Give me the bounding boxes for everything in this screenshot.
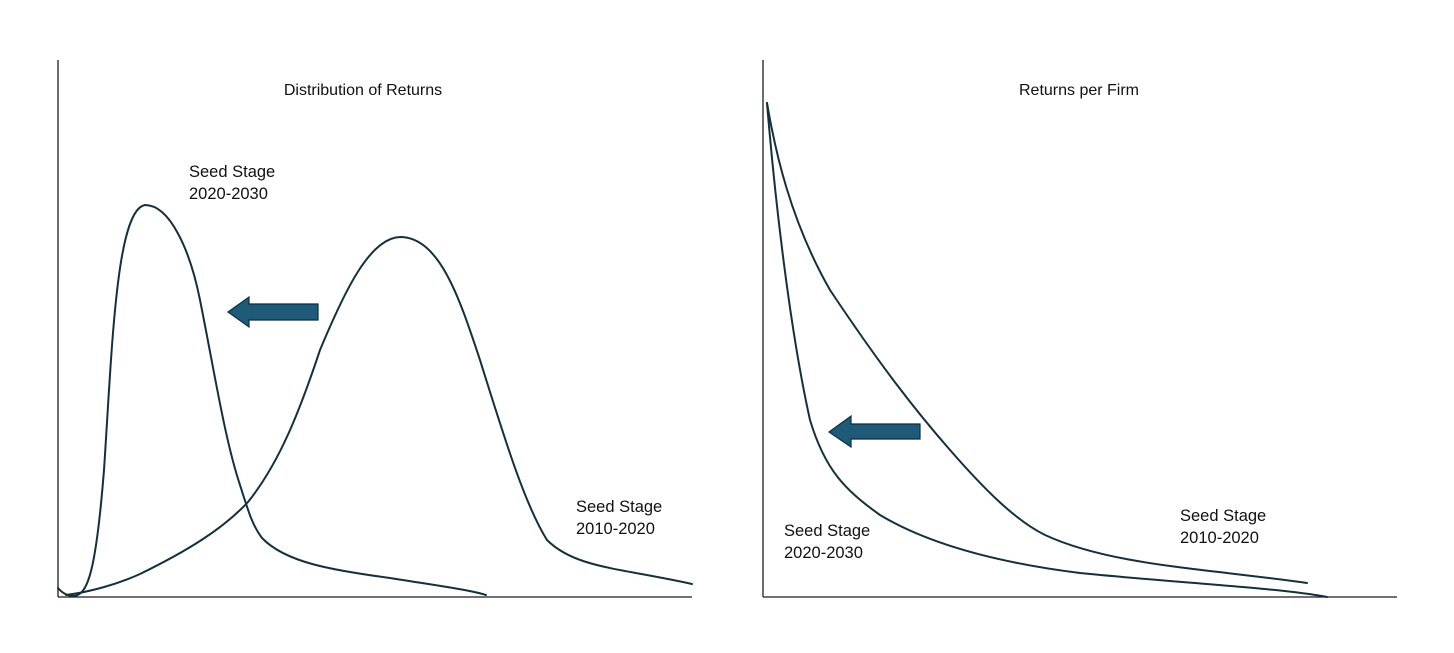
distribution-label-2020-2030-line2: 2020-2030 — [189, 185, 268, 203]
per-firm-panel: Returns per Firm Seed Stage 2020-2030 Se… — [762, 60, 1397, 598]
distribution-shift-left-arrow — [226, 295, 319, 329]
distribution-label-2010-2020-line2: 2010-2020 — [576, 520, 655, 538]
per-firm-label-2020-2030-line2: 2020-2030 — [784, 544, 863, 562]
per-firm-title: Returns per Firm — [1019, 82, 1139, 99]
distribution-label-2020-2030-line1: Seed Stage — [189, 163, 275, 181]
per-firm-label-2020-2030-line1: Seed Stage — [784, 522, 870, 540]
per-firm-label-2010-2020-line2: 2010-2020 — [1180, 529, 1259, 547]
per-firm-curve-2010-2020 — [766, 102, 1308, 584]
distribution-label-2010-2020-line1: Seed Stage — [576, 498, 662, 516]
per-firm-label-2010-2020-line1: Seed Stage — [1180, 507, 1266, 525]
distribution-curve-2010-2020 — [65, 235, 693, 596]
distribution-curve-2020-2030 — [57, 203, 487, 598]
per-firm-shift-left-arrow — [827, 414, 921, 449]
distribution-panel: Distribution of Returns Seed Stage 2020-… — [57, 60, 693, 598]
per-firm-curve-2020-2030 — [766, 102, 1328, 598]
distribution-title: Distribution of Returns — [284, 82, 442, 99]
